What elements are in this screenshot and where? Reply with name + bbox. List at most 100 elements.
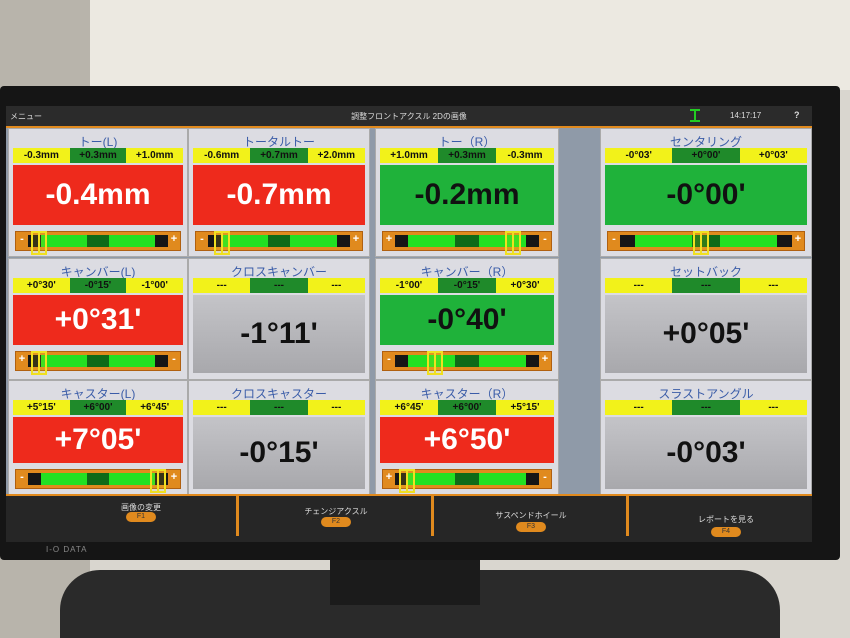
- panel-1[interactable]: トータルトー -0.6mm +0.7mm +2.0mm -0.7mm - +: [188, 128, 370, 257]
- range-nominal: +0.3mm: [69, 148, 127, 163]
- help-button[interactable]: ?: [794, 110, 800, 120]
- monitor-brand-logo: I-O DATA: [46, 545, 88, 554]
- gauge-track: [28, 469, 168, 493]
- range-nominal: +0.7mm: [250, 148, 308, 163]
- measured-value: -0°40': [380, 295, 554, 345]
- spec-range: +5°15' +6°00' +6°45': [13, 400, 184, 415]
- measured-value: -1°11': [193, 295, 365, 373]
- adjustment-gauge: - +: [195, 231, 363, 255]
- panel-7[interactable]: セットバック --- --- --- +0°05': [600, 258, 812, 380]
- clock: 14:17:17: [730, 111, 762, 120]
- panel-11[interactable]: スラストアングル --- --- --- -0°03': [600, 380, 812, 496]
- range-nominal: +0°00': [672, 148, 740, 163]
- gauge-right-sign: +: [352, 233, 360, 245]
- range-nominal: ---: [672, 400, 740, 415]
- gauge-left-sign: -: [612, 233, 616, 245]
- function-key-badge: F2: [321, 517, 351, 527]
- gauge-track: [620, 231, 792, 255]
- spec-range: --- --- ---: [193, 278, 365, 293]
- spec-range: +0°30' -0°15' -1°00': [13, 278, 184, 293]
- monitor-stand: [330, 555, 480, 605]
- function-key-badge: F1: [126, 512, 156, 522]
- range-nominal: ---: [250, 400, 308, 415]
- gauge-marker: [398, 469, 415, 493]
- range-max: +0°03': [739, 148, 807, 163]
- panel-title: トー(L): [78, 135, 118, 149]
- menu-button[interactable]: メニュー: [10, 112, 42, 121]
- gauge-track: [28, 351, 168, 375]
- function-label: 画像の変更: [121, 503, 161, 512]
- range-max: -0.3mm: [496, 148, 554, 163]
- measured-value: -0°15': [193, 417, 365, 489]
- measured-value: -0.7mm: [193, 165, 365, 225]
- gauge-marker: [214, 231, 231, 255]
- range-min: ---: [605, 400, 673, 415]
- measured-value: -0°00': [605, 165, 807, 225]
- gauge-marker: [692, 231, 709, 255]
- adjustment-gauge: - +: [382, 351, 552, 375]
- range-min: -0.3mm: [13, 148, 70, 163]
- panel-2[interactable]: トー（R） +1.0mm +0.3mm -0.3mm -0.2mm + -: [375, 128, 559, 257]
- function-key-badge: F3: [516, 522, 546, 532]
- spec-range: --- --- ---: [605, 400, 807, 415]
- spec-range: -0.6mm +0.7mm +2.0mm: [193, 148, 365, 163]
- gauge-right-sign: +: [170, 233, 178, 245]
- panel-10[interactable]: キャスター（R） +6°45' +6°00' +5°15' +6°50' + -: [375, 380, 559, 496]
- panel-title: キャンバー(L): [60, 265, 136, 279]
- range-min: ---: [193, 278, 251, 293]
- gauge-track: [208, 231, 350, 255]
- range-max: -1°00': [126, 278, 184, 293]
- gauge-right-sign: -: [543, 471, 547, 483]
- range-nominal: -0°15': [69, 278, 127, 293]
- measured-value: +0°31': [13, 295, 183, 345]
- panel-title: センタリング: [669, 135, 742, 149]
- range-min: -1°00': [380, 278, 438, 293]
- range-nominal: +0.3mm: [438, 148, 496, 163]
- measured-value: -0°03': [605, 417, 807, 489]
- panel-6[interactable]: キャンバー（R） -1°00' -0°15' +0°30' -0°40' - +: [375, 258, 559, 380]
- range-max: ---: [739, 400, 807, 415]
- range-min: +6°45': [380, 400, 438, 415]
- range-min: -0.6mm: [193, 148, 251, 163]
- panel-title: キャンバー（R）: [420, 265, 514, 279]
- gauge-left-sign: -: [20, 471, 24, 483]
- panel-9[interactable]: クロスキャスター --- --- --- -0°15': [188, 380, 370, 496]
- panel-3[interactable]: センタリング -0°03' +0°00' +0°03' -0°00' - +: [600, 128, 812, 257]
- spec-range: +6°45' +6°00' +5°15': [380, 400, 554, 415]
- range-max: +2.0mm: [307, 148, 365, 163]
- function-button-f3[interactable]: サスペンドホイール F3: [436, 496, 629, 536]
- adjustment-gauge: - +: [15, 231, 181, 255]
- gauge-right-sign: -: [543, 233, 547, 245]
- range-min: -0°03': [605, 148, 673, 163]
- panel-0[interactable]: トー(L) -0.3mm +0.3mm +1.0mm -0.4mm - +: [8, 128, 188, 257]
- gauge-left-sign: +: [385, 471, 393, 483]
- vehicle-icon[interactable]: [689, 108, 701, 123]
- wall: [90, 0, 850, 90]
- range-max: +1.0mm: [126, 148, 184, 163]
- adjustment-gauge: + -: [15, 351, 181, 375]
- gauge-marker: [31, 351, 48, 375]
- measured-value: +7°05': [13, 417, 183, 463]
- panel-4[interactable]: キャンバー(L) +0°30' -0°15' -1°00' +0°31' + -: [8, 258, 188, 380]
- range-max: ---: [307, 400, 365, 415]
- gauge-marker: [427, 351, 444, 375]
- range-min: +0°30': [13, 278, 70, 293]
- measured-value: +0°05': [605, 295, 807, 373]
- panel-title: トー（R）: [438, 135, 496, 149]
- gauge-right-sign: +: [794, 233, 802, 245]
- function-button-f2[interactable]: チェンジアクスル F2: [241, 496, 434, 536]
- range-min: ---: [605, 278, 673, 293]
- panel-title: クロスキャンバー: [230, 265, 327, 279]
- gauge-marker: [31, 231, 48, 255]
- panel-5[interactable]: クロスキャンバー --- --- --- -1°11': [188, 258, 370, 380]
- panel-title: セットバック: [669, 265, 742, 279]
- spec-range: +1.0mm +0.3mm -0.3mm: [380, 148, 554, 163]
- gauge-right-sign: -: [172, 353, 176, 365]
- function-button-f4[interactable]: レポートを見る F4: [631, 496, 812, 537]
- function-button-f1[interactable]: 画像の変更 F1: [46, 496, 239, 536]
- gauge-track: [395, 231, 539, 255]
- measured-value: -0.4mm: [13, 165, 183, 225]
- panel-8[interactable]: キャスター(L) +5°15' +6°00' +6°45' +7°05' - +: [8, 380, 188, 496]
- range-min: ---: [193, 400, 251, 415]
- gauge-left-sign: +: [385, 233, 393, 245]
